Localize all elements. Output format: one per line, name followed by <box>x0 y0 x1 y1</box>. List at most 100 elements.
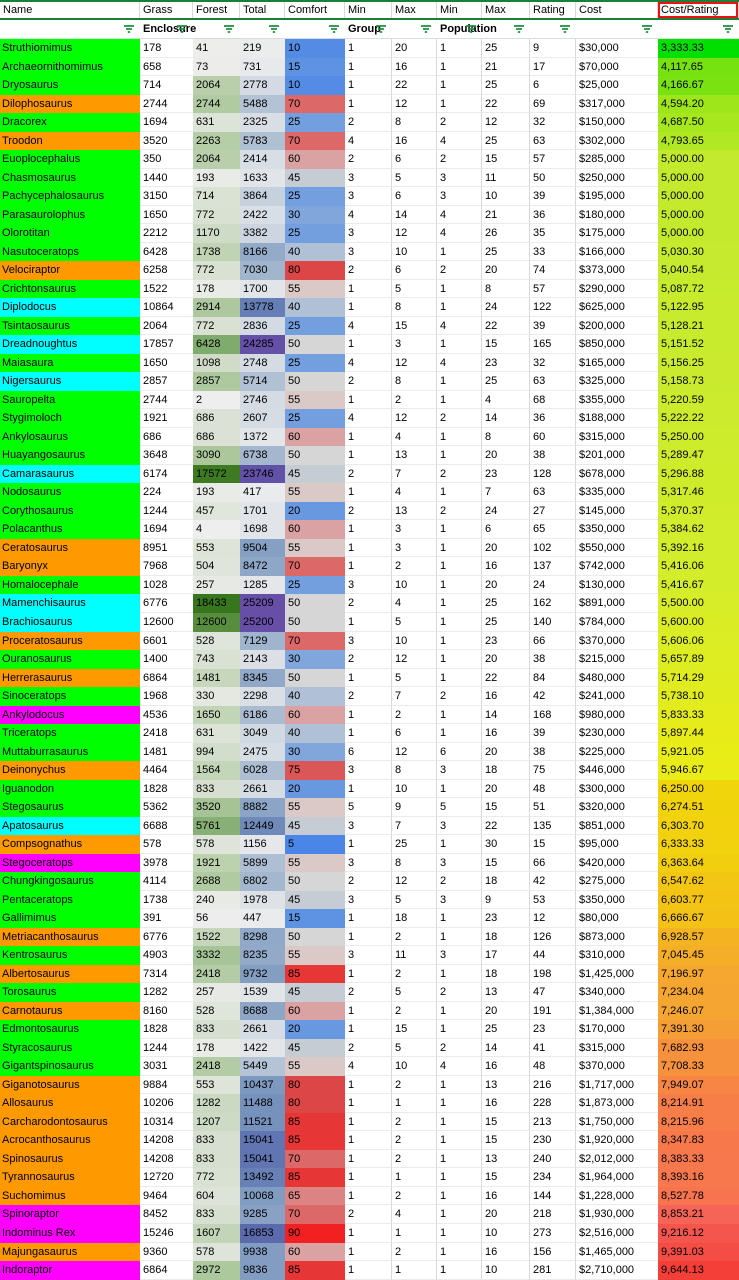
cell-grass[interactable]: 686 <box>140 427 193 447</box>
cell-name[interactable]: Muttaburrasaurus <box>0 742 140 762</box>
cell-grass[interactable]: 1244 <box>140 501 193 521</box>
cell-group-min[interactable]: 2 <box>345 113 392 132</box>
cell-cost[interactable]: $145,000 <box>576 501 658 521</box>
cell-name[interactable]: Kentrosaurus <box>0 946 140 965</box>
cell-pop-min[interactable]: 2 <box>437 1038 482 1058</box>
cell-rating[interactable]: 191 <box>530 1001 576 1021</box>
cell-pop-min[interactable]: 1 <box>437 39 482 58</box>
cell-rating[interactable]: 44 <box>530 946 576 965</box>
cell-forest[interactable]: 1921 <box>193 853 240 873</box>
cell-pop-max[interactable]: 12 <box>482 113 530 132</box>
cell-name[interactable]: Nasutoceratops <box>0 242 140 262</box>
header-rating[interactable]: Rating <box>530 2 576 18</box>
cell-forest[interactable]: 1207 <box>193 1112 240 1132</box>
cell-total[interactable]: 5714 <box>240 372 285 391</box>
cell-pop-max[interactable]: 25 <box>482 612 530 632</box>
cell-comfort[interactable]: 70 <box>285 631 345 651</box>
cell-forest[interactable]: 1282 <box>193 1094 240 1113</box>
cell-grass[interactable]: 15246 <box>140 1224 193 1243</box>
cell-cost-per-rating[interactable]: 8,215.96 <box>658 1112 739 1132</box>
cell-forest[interactable]: 714 <box>193 187 240 206</box>
cell-group-max[interactable]: 12 <box>392 742 437 762</box>
cell-group-max[interactable]: 10 <box>392 779 437 799</box>
cell-pop-max[interactable]: 24 <box>482 298 530 317</box>
cell-pop-max[interactable]: 10 <box>482 187 530 206</box>
cell-total[interactable]: 2143 <box>240 650 285 669</box>
cell-rating[interactable]: 53 <box>530 890 576 910</box>
cell-cost[interactable]: $1,425,000 <box>576 964 658 984</box>
cell-group-max[interactable]: 1 <box>392 1261 437 1280</box>
cell-cost-per-rating[interactable]: 5,657.89 <box>658 650 739 669</box>
cell-pop-min[interactable]: 4 <box>437 1057 482 1076</box>
cell-cost-per-rating[interactable]: 7,246.07 <box>658 1001 739 1021</box>
cell-rating[interactable]: 218 <box>530 1205 576 1224</box>
cell-group-max[interactable]: 3 <box>392 335 437 354</box>
cell-comfort[interactable]: 55 <box>285 946 345 965</box>
cell-comfort[interactable]: 30 <box>285 650 345 669</box>
header-name[interactable]: Name <box>0 2 140 18</box>
cell-total[interactable]: 2661 <box>240 779 285 799</box>
cell-grass[interactable]: 2064 <box>140 316 193 336</box>
cell-group-max[interactable]: 2 <box>392 705 437 725</box>
cell-group-max[interactable]: 2 <box>392 390 437 410</box>
cell-name[interactable]: Olorotitan <box>0 224 140 243</box>
cell-cost[interactable]: $373,000 <box>576 261 658 280</box>
cell-total[interactable]: 2475 <box>240 742 285 762</box>
cell-cost[interactable]: $891,000 <box>576 594 658 613</box>
cell-rating[interactable]: 69 <box>530 94 576 114</box>
cell-forest[interactable]: 578 <box>193 835 240 854</box>
cell-name[interactable]: Stegoceratops <box>0 853 140 873</box>
cell-comfort[interactable]: 55 <box>285 390 345 410</box>
cell-pop-min[interactable]: 4 <box>437 224 482 243</box>
cell-pop-max[interactable]: 15 <box>482 335 530 354</box>
cell-group-min[interactable]: 1 <box>345 1149 392 1169</box>
cell-group-min[interactable]: 1 <box>345 1075 392 1095</box>
cell-cost[interactable]: $325,000 <box>576 372 658 391</box>
cell-group-max[interactable]: 15 <box>392 1020 437 1039</box>
cell-rating[interactable]: 66 <box>530 853 576 873</box>
cell-rating[interactable]: 240 <box>530 1149 576 1169</box>
cell-pop-max[interactable]: 15 <box>482 1131 530 1150</box>
cell-comfort[interactable]: 10 <box>285 39 345 58</box>
cell-comfort[interactable]: 40 <box>285 298 345 317</box>
cell-group-min[interactable]: 1 <box>345 1112 392 1132</box>
cell-forest[interactable]: 772 <box>193 316 240 336</box>
cell-rating[interactable]: 68 <box>530 390 576 410</box>
cell-cost[interactable]: $2,710,000 <box>576 1261 658 1280</box>
filter-band-cell-group-max[interactable] <box>392 20 437 38</box>
cell-total[interactable]: 2422 <box>240 205 285 225</box>
cell-name[interactable]: Stygimoloch <box>0 409 140 428</box>
cell-cost[interactable]: $302,000 <box>576 131 658 151</box>
cell-total[interactable]: 2746 <box>240 390 285 410</box>
cell-pop-min[interactable]: 2 <box>437 113 482 132</box>
cell-group-max[interactable]: 12 <box>392 94 437 114</box>
cell-pop-max[interactable]: 14 <box>482 409 530 428</box>
cell-total[interactable]: 1422 <box>240 1038 285 1058</box>
cell-group-min[interactable]: 1 <box>345 927 392 947</box>
cell-grass[interactable]: 391 <box>140 909 193 928</box>
header-pop-max[interactable]: Max <box>482 2 530 18</box>
cell-name[interactable]: Nigersaurus <box>0 372 140 391</box>
cell-grass[interactable]: 8452 <box>140 1205 193 1224</box>
cell-pop-min[interactable]: 1 <box>437 242 482 262</box>
cell-cost-per-rating[interactable]: 7,045.45 <box>658 946 739 965</box>
cell-grass[interactable]: 6776 <box>140 927 193 947</box>
cell-cost-per-rating[interactable]: 6,666.67 <box>658 909 739 928</box>
cell-grass[interactable]: 1828 <box>140 779 193 799</box>
cell-pop-min[interactable]: 1 <box>437 705 482 725</box>
cell-cost[interactable]: $201,000 <box>576 446 658 465</box>
cell-name[interactable]: Dreadnoughtus <box>0 335 140 354</box>
cell-cost-per-rating[interactable]: 8,393.16 <box>658 1168 739 1187</box>
cell-total[interactable]: 9836 <box>240 1261 285 1280</box>
cell-rating[interactable]: 135 <box>530 816 576 836</box>
cell-pop-min[interactable]: 1 <box>437 927 482 947</box>
cell-rating[interactable]: 126 <box>530 927 576 947</box>
cell-rating[interactable]: 27 <box>530 501 576 521</box>
cell-total[interactable]: 8472 <box>240 557 285 576</box>
cell-comfort[interactable]: 15 <box>285 909 345 928</box>
cell-cost-per-rating[interactable]: 4,117.65 <box>658 57 739 77</box>
cell-cost-per-rating[interactable]: 5,317.46 <box>658 483 739 502</box>
cell-group-max[interactable]: 6 <box>392 187 437 206</box>
cell-name[interactable]: Ankylosaurus <box>0 427 140 447</box>
cell-group-max[interactable]: 25 <box>392 835 437 854</box>
